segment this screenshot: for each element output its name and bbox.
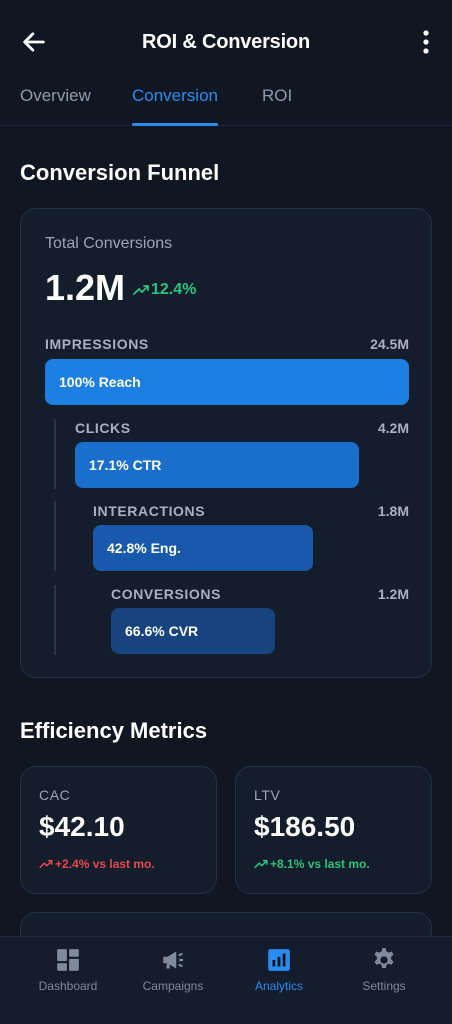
funnel-bar-interactions[interactable]: 42.8% Eng. <box>93 525 313 571</box>
total-change-badge: 12.4% <box>133 281 196 299</box>
stage-label-clicks: CLICKS <box>75 420 131 436</box>
nav-label-settings: Settings <box>362 979 406 993</box>
total-conversions-value: 1.2M <box>45 267 126 308</box>
bottom-nav: Dashboard Campaigns Analytics Settings <box>0 936 452 1024</box>
trending-up-icon <box>254 859 268 869</box>
tab-roi[interactable]: ROI <box>262 86 293 105</box>
trending-up-icon <box>133 285 149 295</box>
tab-bar: Overview Conversion ROI <box>0 72 452 126</box>
nav-item-dashboard[interactable]: Dashboard <box>18 947 118 1017</box>
metric-change-ltv: +8.1% vs last mo. <box>254 857 370 871</box>
metric-change-cac-text: +2.4% vs last mo. <box>55 857 155 871</box>
efficiency-section-title: Efficiency Metrics <box>20 718 208 743</box>
funnel-bar-clicks[interactable]: 17.1% CTR <box>75 442 359 488</box>
stage-label-conversions: CONVERSIONS <box>111 586 222 602</box>
total-conversions-label: Total Conversions <box>45 235 173 252</box>
funnel-connector <box>54 501 56 571</box>
stage-value-impressions: 24.5M <box>370 336 409 352</box>
app-header: ROI & Conversion <box>0 0 452 84</box>
metric-change-ltv-text: +8.1% vs last mo. <box>270 857 370 871</box>
metric-value-ltv: $186.50 <box>254 811 356 842</box>
dashboard-icon <box>57 949 79 971</box>
nav-label-analytics: Analytics <box>254 979 304 993</box>
nav-item-analytics[interactable]: Analytics <box>229 947 329 1017</box>
tab-overview[interactable]: Overview <box>20 86 91 105</box>
stage-value-clicks: 4.2M <box>377 420 409 436</box>
total-change-value: 12.4% <box>151 281 197 298</box>
metric-label-cac: CAC <box>39 787 71 803</box>
gear-icon <box>374 948 394 969</box>
stage-value-conversions: 1.2M <box>377 586 409 602</box>
nav-label-campaigns: Campaigns <box>142 979 204 993</box>
analytics-icon <box>268 949 290 971</box>
funnel-connector <box>54 585 56 655</box>
funnel-bar-conversions[interactable]: 66.6% CVR <box>111 608 275 654</box>
stage-label-interactions: INTERACTIONS <box>93 503 206 519</box>
megaphone-icon <box>163 951 184 969</box>
nav-item-campaigns[interactable]: Campaigns <box>123 947 223 1017</box>
stage-value-interactions: 1.8M <box>377 503 409 519</box>
nav-label-dashboard: Dashboard <box>38 979 98 993</box>
stage-label-impressions: IMPRESSIONS <box>45 336 149 352</box>
arrow-left-icon[interactable] <box>20 28 48 56</box>
metric-label-ltv: LTV <box>254 787 281 803</box>
more-vertical-icon[interactable] <box>422 30 430 54</box>
funnel-connector <box>54 419 56 489</box>
metric-value-cac: $42.10 <box>39 811 125 842</box>
nav-item-settings[interactable]: Settings <box>334 947 434 1017</box>
metric-change-cac: +2.4% vs last mo. <box>39 857 155 871</box>
funnel-bar-impressions[interactable]: 100% Reach <box>45 359 409 405</box>
funnel-card: Total Conversions 1.2M 12.4% IMPRESSIONS… <box>20 208 432 678</box>
trending-up-icon <box>39 859 53 869</box>
tab-conversion[interactable]: Conversion <box>132 86 218 126</box>
funnel-section-title: Conversion Funnel <box>20 160 220 185</box>
page-title: ROI & Conversion <box>142 30 310 53</box>
metric-card-cac[interactable]: CAC $42.10 +2.4% vs last mo. <box>20 766 217 894</box>
metric-card-ltv[interactable]: LTV $186.50 +8.1% vs last mo. <box>235 766 432 894</box>
